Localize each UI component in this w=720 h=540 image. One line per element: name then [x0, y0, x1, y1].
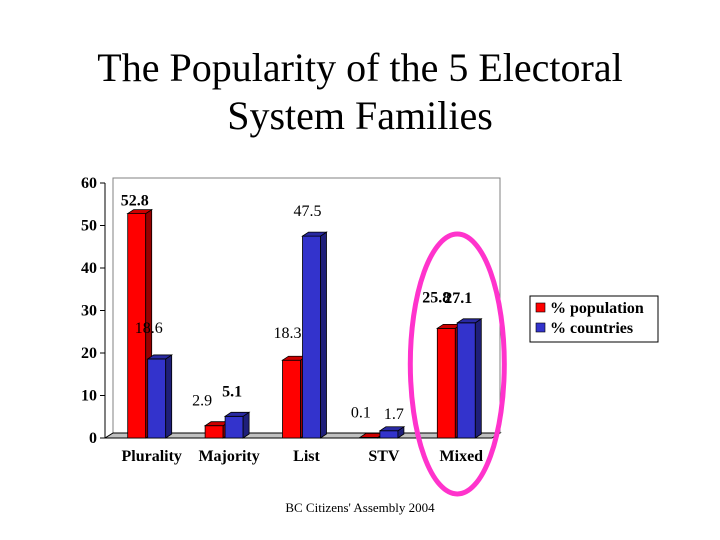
highlight-ellipse — [407, 231, 507, 497]
x-tick-label: STV — [368, 448, 400, 465]
y-tick-label: 20 — [81, 345, 97, 362]
y-tick-label: 60 — [81, 175, 97, 192]
x-axis: Plurality Majority List STV Mixed — [121, 448, 483, 465]
x-tick-label: Mixed — [440, 448, 484, 465]
data-label: 1.7 — [384, 406, 404, 423]
data-label: 25.8 — [422, 289, 450, 306]
y-axis: 0 10 20 30 40 50 60 — [81, 175, 106, 447]
bar-top — [126, 209, 154, 215]
legend: % population % countries — [529, 295, 659, 343]
data-label: 18.6 — [135, 320, 163, 337]
y-tick-label: 50 — [81, 218, 97, 235]
y-tick-label: 10 — [81, 388, 97, 405]
y-tick-label: 40 — [81, 260, 97, 277]
x-tick-label: Majority — [198, 448, 259, 465]
bar-top — [146, 354, 174, 360]
title-line-1: The Popularity of the 5 Electoral — [97, 45, 623, 90]
data-label: 0.1 — [351, 405, 371, 422]
legend-box — [529, 295, 659, 343]
data-label: 18.3 — [274, 325, 302, 342]
footer-text: BC Citizens' Assembly 2004 — [285, 500, 435, 515]
legend-swatch — [535, 322, 546, 333]
slide-title: The Popularity of the 5 Electoral System… — [0, 44, 720, 140]
bar-top — [455, 318, 483, 324]
bar-mixed-population — [436, 327, 456, 439]
bar-plurality-countries — [147, 358, 167, 439]
bar-list-countries — [302, 235, 321, 439]
data-label: 27.1 — [444, 290, 472, 307]
bar-list-population — [282, 359, 301, 439]
legend-swatch — [535, 302, 546, 313]
bar-top — [378, 426, 406, 432]
data-labels: 52.8 18.6 2.9 5.1 18.3 47.5 0.1 1.7 25.827.1 — [121, 193, 473, 423]
bar-top — [301, 231, 328, 237]
bar-majority-countries — [224, 415, 244, 439]
bar-side — [165, 354, 173, 439]
bar-majority-population — [204, 425, 224, 439]
x-tick-label: List — [293, 448, 320, 465]
data-label: 2.9 — [192, 393, 212, 410]
data-label: 47.5 — [294, 203, 322, 220]
data-label: 5.1 — [222, 383, 242, 400]
legend-label: % countries — [550, 320, 633, 337]
legend-label: % population — [550, 300, 644, 317]
bar-side — [320, 231, 327, 439]
x-tick-label: Plurality — [121, 448, 181, 465]
title-line-2: System Families — [227, 93, 493, 138]
bar-side — [474, 318, 482, 439]
data-label: 52.8 — [121, 193, 149, 210]
bars — [126, 208, 483, 439]
bar-top — [223, 411, 251, 417]
y-tick-label: 0 — [89, 430, 97, 447]
highlight — [407, 231, 507, 497]
y-tick-label: 30 — [81, 303, 97, 320]
bar-mixed-countries — [456, 322, 476, 439]
bar-stv-countries — [379, 430, 399, 439]
